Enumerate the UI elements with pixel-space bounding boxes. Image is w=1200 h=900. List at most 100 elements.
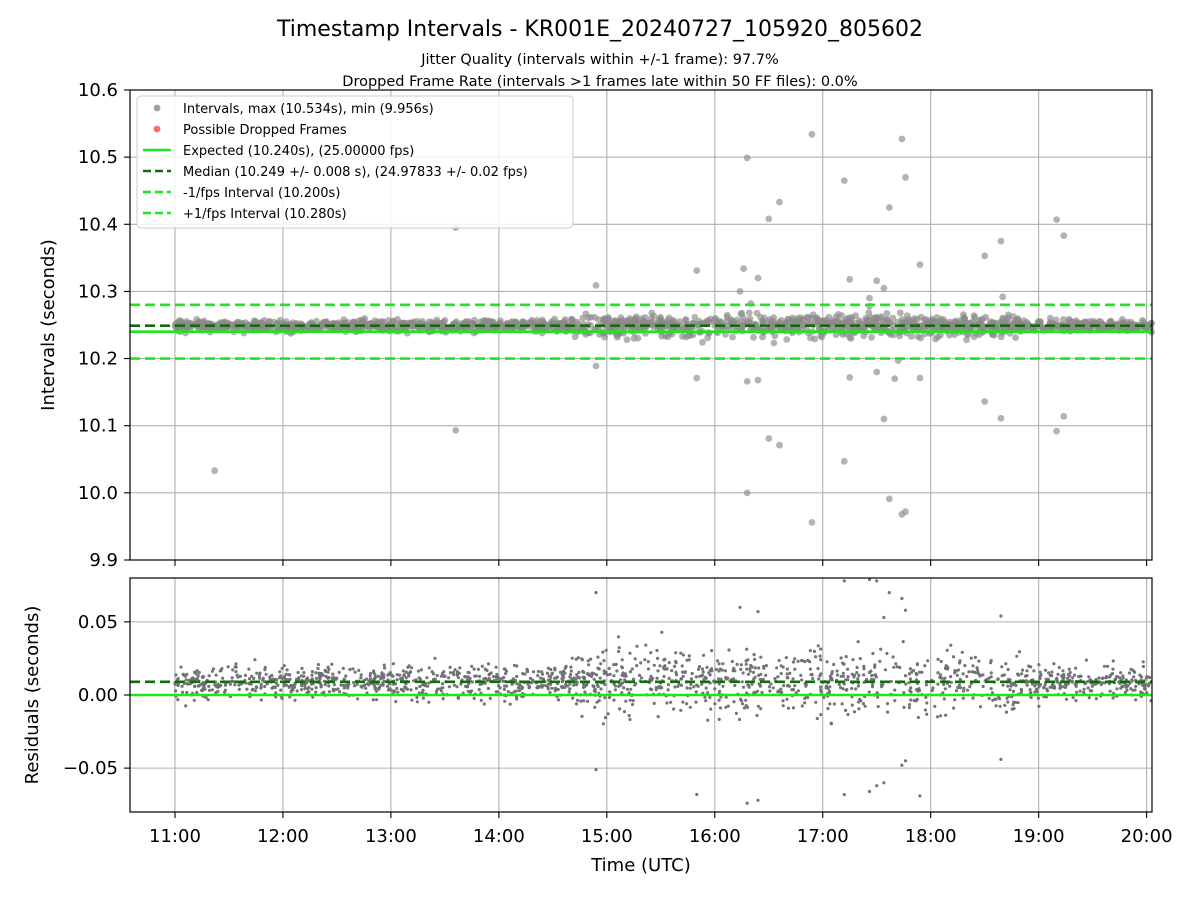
residual-point	[549, 675, 553, 679]
residual-point	[654, 686, 658, 690]
residual-point	[713, 702, 717, 706]
residual-point	[924, 683, 929, 687]
residual-point	[908, 677, 913, 681]
residual-point	[846, 712, 850, 717]
residual-point	[1024, 680, 1028, 684]
residual-point	[753, 666, 757, 670]
residual-point	[1141, 664, 1145, 669]
interval-point	[922, 316, 930, 323]
interval-point	[1147, 319, 1155, 327]
residual-point	[405, 687, 410, 691]
residual-point	[955, 673, 959, 677]
residual-point	[900, 763, 904, 767]
residual-point	[1125, 688, 1129, 692]
residual-point	[314, 671, 318, 675]
residual-point	[870, 673, 874, 678]
interval-point	[873, 316, 881, 323]
residual-point	[310, 673, 314, 677]
residual-point	[219, 669, 223, 673]
residual-point	[689, 682, 693, 687]
residual-point	[965, 688, 970, 692]
residuals-y-axis-label: Residuals (seconds)	[22, 606, 43, 785]
residual-point	[211, 667, 216, 671]
residual-point	[824, 684, 829, 688]
residual-point	[395, 678, 399, 682]
residual-point	[740, 699, 744, 703]
residual-point	[1146, 684, 1151, 688]
residual-point	[482, 702, 486, 706]
residual-point	[688, 705, 692, 709]
residual-point	[855, 665, 859, 670]
residual-point	[228, 682, 232, 686]
residual-point	[941, 691, 945, 695]
residual-point	[244, 681, 248, 685]
residual-point	[837, 682, 841, 687]
residual-point	[1043, 668, 1048, 672]
residual-point	[488, 696, 492, 701]
residual-point	[800, 704, 804, 708]
interval-point	[840, 177, 848, 185]
residual-point	[1118, 676, 1122, 680]
residual-point	[1029, 695, 1033, 700]
residual-point	[356, 697, 360, 701]
residual-point	[403, 686, 407, 690]
residual-point	[1087, 696, 1091, 700]
residual-point	[731, 669, 735, 673]
interval-point	[1053, 216, 1060, 224]
interval-point	[883, 310, 891, 317]
residual-point	[852, 673, 857, 677]
residual-point	[1124, 685, 1128, 689]
residual-point	[351, 667, 355, 671]
residual-point	[287, 673, 291, 677]
residual-point	[828, 702, 832, 706]
residual-point	[580, 714, 584, 719]
residual-point	[709, 707, 713, 711]
residual-point	[956, 686, 960, 690]
residual-point	[785, 667, 790, 671]
residual-point	[758, 684, 763, 688]
residual-point	[216, 689, 220, 694]
residual-point	[512, 690, 516, 694]
residual-point	[389, 673, 393, 677]
interval-point	[736, 288, 744, 295]
residual-point	[756, 798, 760, 802]
residual-point	[886, 710, 890, 714]
residual-point	[503, 699, 507, 703]
residual-point	[539, 676, 543, 680]
residual-point	[844, 655, 848, 659]
residual-point	[233, 683, 237, 687]
residual-point	[314, 686, 318, 690]
residual-point	[863, 704, 867, 708]
residual-point	[598, 676, 602, 680]
residual-point	[718, 667, 722, 671]
residual-point	[1020, 672, 1024, 676]
residual-point	[456, 676, 460, 680]
residual-point	[556, 698, 561, 702]
residual-point	[786, 706, 791, 710]
residual-point	[181, 672, 185, 676]
residual-point	[353, 684, 357, 688]
interval-point	[484, 318, 492, 326]
residual-point	[670, 669, 674, 673]
residual-point	[741, 671, 745, 675]
residual-point	[666, 683, 671, 687]
interval-point	[846, 275, 854, 283]
residual-point	[602, 672, 606, 676]
residuals-y-ticks: 0.05 0.00 −0.05	[63, 612, 130, 779]
residual-point	[718, 689, 722, 694]
residual-point	[871, 651, 875, 656]
residual-point	[306, 687, 310, 691]
residual-point	[469, 689, 474, 693]
residual-point	[495, 690, 500, 694]
residual-point	[226, 665, 230, 669]
residual-point	[676, 684, 680, 689]
residual-point	[781, 699, 785, 703]
residual-point	[846, 667, 850, 671]
residual-point	[435, 687, 440, 691]
residual-point	[775, 666, 779, 670]
residual-point	[536, 674, 540, 678]
interval-point	[723, 311, 731, 319]
interval-point	[847, 334, 855, 342]
residual-point	[936, 657, 940, 662]
residual-point	[920, 670, 924, 674]
